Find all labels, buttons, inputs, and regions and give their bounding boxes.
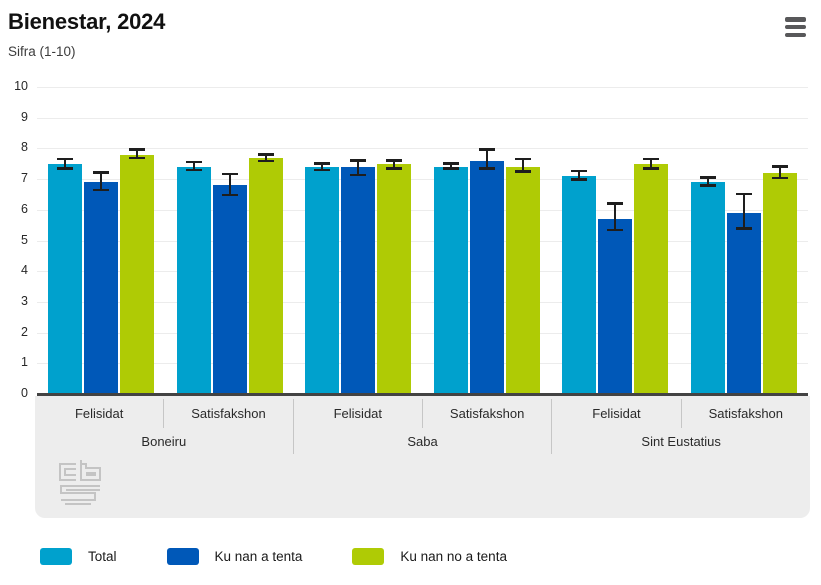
- barwrap-total-3: [433, 87, 468, 394]
- gridline-6: [37, 209, 808, 211]
- legend-label-total: Total: [88, 549, 117, 564]
- legend-item-total[interactable]: Total: [40, 548, 117, 565]
- barwrap-ku-nan-a-tenta-1: [212, 87, 247, 394]
- y-tick-label-1: 1: [21, 355, 28, 370]
- barwrap-ku-nan-a-tenta-0: [84, 87, 119, 394]
- y-tick-label-5: 5: [21, 232, 28, 247]
- barwrap-ku-nan-no-a-tenta-0: [120, 87, 155, 394]
- island-label-row: Boneiru Saba Sint Eustatius: [35, 428, 810, 454]
- bar-ku-nan-a-tenta-felisidat-2[interactable]: [341, 166, 376, 394]
- island-label-saba: Saba: [294, 428, 553, 454]
- legend-swatch-total: [40, 548, 72, 565]
- bar-group-3: [423, 87, 552, 394]
- category-label-felisidat-2: Felisidat: [294, 399, 423, 428]
- bar-total-felisidat-0[interactable]: [48, 163, 83, 394]
- y-tick-label-0: 0: [21, 386, 28, 400]
- gridline-9: [37, 117, 808, 119]
- barwrap-ku-nan-a-tenta-4: [598, 87, 633, 394]
- gridline-8: [37, 148, 808, 150]
- bar-group-0: [37, 87, 166, 394]
- barwrap-total-2: [305, 87, 340, 394]
- chart-title: Bienestar, 2024: [8, 9, 166, 34]
- barwrap-ku-nan-a-tenta-5: [726, 87, 761, 394]
- x-axis-line: [37, 393, 808, 396]
- chart-subtitle: Sifra (1-10): [8, 44, 76, 59]
- bar-ku-nan-no-a-tenta-felisidat-2[interactable]: [377, 163, 412, 394]
- barwrap-ku-nan-no-a-tenta-2: [377, 87, 412, 394]
- y-tick-label-4: 4: [21, 263, 28, 278]
- y-tick-label-10: 10: [14, 79, 28, 93]
- y-tick-label-6: 6: [21, 201, 28, 216]
- bar-group-4: [551, 87, 680, 394]
- gridline-3: [37, 301, 808, 303]
- y-tick-label-2: 2: [21, 324, 28, 339]
- bar-ku-nan-no-a-tenta-satisfakshon-3[interactable]: [505, 166, 540, 394]
- bar-ku-nan-a-tenta-felisidat-4[interactable]: [598, 219, 633, 394]
- barwrap-total-5: [690, 87, 725, 394]
- bars-layer: [37, 87, 808, 394]
- gridline-7: [37, 179, 808, 181]
- island-label-boneiru: Boneiru: [35, 428, 294, 454]
- gridline-1: [37, 363, 808, 365]
- bar-total-felisidat-4[interactable]: [562, 176, 597, 394]
- barwrap-ku-nan-no-a-tenta-1: [248, 87, 283, 394]
- category-label-felisidat-4: Felisidat: [552, 399, 682, 428]
- bar-ku-nan-no-a-tenta-satisfakshon-5[interactable]: [762, 172, 797, 394]
- barwrap-ku-nan-a-tenta-3: [469, 87, 504, 394]
- barwrap-ku-nan-no-a-tenta-3: [505, 87, 540, 394]
- bar-group-5: [680, 87, 809, 394]
- bar-total-satisfakshon-1[interactable]: [176, 166, 211, 394]
- barwrap-total-4: [562, 87, 597, 394]
- legend-swatch-ku-nan-a-tenta: [166, 548, 199, 565]
- category-label-felisidat-0: Felisidat: [35, 399, 165, 428]
- bar-ku-nan-no-a-tenta-satisfakshon-1[interactable]: [248, 157, 283, 394]
- hamburger-menu-icon[interactable]: [785, 17, 807, 37]
- bar-ku-nan-no-a-tenta-felisidat-0[interactable]: [120, 154, 155, 394]
- bar-total-satisfakshon-5[interactable]: [690, 182, 725, 394]
- bar-total-satisfakshon-3[interactable]: [433, 166, 468, 394]
- y-tick-label-9: 9: [21, 109, 28, 124]
- barwrap-total-0: [48, 87, 83, 394]
- island-label-sint-eustatius: Sint Eustatius: [641, 433, 721, 449]
- gridline-5: [37, 240, 808, 242]
- cbs-logo: [55, 460, 105, 513]
- bar-ku-nan-a-tenta-satisfakshon-3[interactable]: [469, 160, 504, 394]
- barwrap-total-1: [176, 87, 211, 394]
- bar-ku-nan-a-tenta-satisfakshon-1[interactable]: [212, 185, 247, 394]
- category-label-satisfakshon-3: Satisfakshon: [423, 399, 553, 428]
- x-axis-label-band: Felisidat Satisfakshon Felisidat Satisfaksh…: [35, 396, 810, 518]
- bar-ku-nan-no-a-tenta-felisidat-4[interactable]: [634, 163, 669, 394]
- category-label-satisfakshon-5: Satisfakshon: [708, 406, 784, 421]
- bar-group-1: [166, 87, 295, 394]
- y-tick-label-8: 8: [21, 140, 28, 155]
- y-tick-label-7: 7: [21, 171, 28, 186]
- legend-item-ku-nan-no-a-tenta[interactable]: Ku nan no a tenta: [352, 548, 507, 565]
- category-label-row: Felisidat Satisfakshon Felisidat Satisfaksh…: [35, 399, 810, 428]
- bar-group-2: [294, 87, 423, 394]
- barwrap-ku-nan-a-tenta-2: [341, 87, 376, 394]
- plot-area: [37, 87, 808, 394]
- bar-ku-nan-a-tenta-felisidat-0[interactable]: [84, 182, 119, 394]
- gridline-2: [37, 332, 808, 334]
- legend-swatch-ku-nan-no-a-tenta: [352, 548, 385, 565]
- legend-label-ku-nan-no-a-tenta: Ku nan no a tenta: [400, 549, 507, 564]
- category-label-satisfakshon-1: Satisfakshon: [164, 399, 294, 428]
- legend-item-ku-nan-a-tenta[interactable]: Ku nan a tenta: [166, 548, 303, 565]
- barwrap-ku-nan-no-a-tenta-4: [634, 87, 669, 394]
- y-tick-label-3: 3: [21, 293, 28, 308]
- bar-total-felisidat-2[interactable]: [305, 166, 340, 394]
- barwrap-ku-nan-no-a-tenta-5: [762, 87, 797, 394]
- legend-label-ku-nan-a-tenta: Ku nan a tenta: [214, 549, 303, 564]
- bar-ku-nan-a-tenta-satisfakshon-5[interactable]: [726, 212, 761, 394]
- legend: Total Ku nan a tenta Ku nan no a tenta: [40, 548, 507, 565]
- gridline-4: [37, 271, 808, 273]
- gridline-10: [37, 87, 808, 88]
